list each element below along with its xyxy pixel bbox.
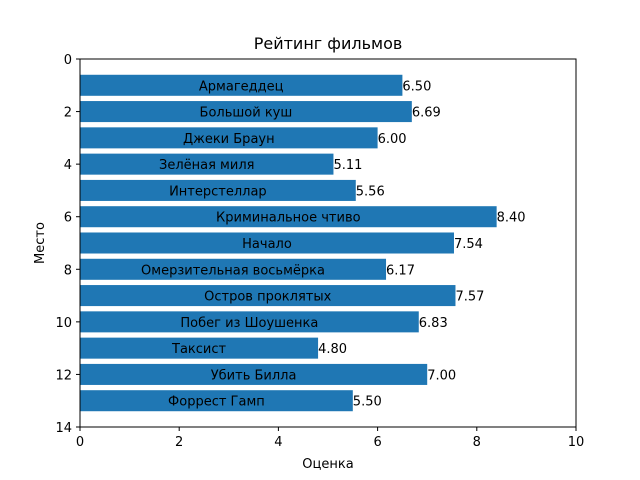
bar-value-label: 7.57 [455, 290, 484, 305]
bar-name-label: Криминальное чтиво [216, 211, 361, 226]
bar [80, 258, 387, 280]
bar [80, 179, 356, 201]
bar-value-label: 5.50 [353, 395, 382, 410]
bar-value-label: 6.17 [386, 263, 415, 278]
y-tick-label: 2 [64, 106, 72, 121]
y-tick-label: 10 [55, 316, 72, 331]
bar-name-label: Армагеддец [199, 79, 284, 94]
bar [80, 74, 403, 96]
chart-title: Рейтинг фильмов [254, 34, 403, 53]
bar-value-label: 6.69 [412, 106, 441, 121]
bar-name-label: Побег из Шоушенка [180, 316, 318, 331]
bar-value-label: 7.54 [454, 237, 483, 252]
bar [80, 153, 334, 175]
bar-value-label: 6.00 [378, 132, 407, 147]
bar-value-label: 6.83 [419, 316, 448, 331]
bar-name-label: Зелёная миля [159, 158, 254, 173]
bar [80, 232, 454, 254]
bar-value-label: 4.80 [318, 342, 347, 357]
bar-value-label: 7.00 [427, 368, 456, 383]
y-tick-label: 12 [55, 368, 72, 383]
bar [80, 363, 428, 385]
bar-value-label: 5.56 [356, 184, 385, 199]
y-tick-label: 14 [55, 421, 72, 436]
bar [80, 206, 497, 228]
bars-group [80, 74, 497, 412]
x-tick-label: 10 [568, 435, 585, 450]
x-tick-label: 0 [76, 435, 84, 450]
y-tick-label: 8 [64, 263, 72, 278]
x-tick-label: 6 [373, 435, 381, 450]
plot-frame [79, 58, 577, 428]
bar-name-label: Джеки Браун [183, 132, 275, 147]
x-tick-label: 8 [473, 435, 481, 450]
y-axis-ticks: 0 2 4 6 8 10 12 14 [55, 53, 80, 436]
bar [80, 311, 419, 333]
x-tick-label: 4 [274, 435, 282, 450]
x-axis-label: Оценка [302, 457, 353, 472]
y-axis-label: Место [33, 222, 48, 264]
bar [80, 285, 456, 307]
bar-name-label: Убить Билла [211, 368, 297, 383]
bar-name-label: Омерзительная восьмёрка [141, 263, 325, 278]
x-tick-label: 2 [175, 435, 183, 450]
bar [80, 127, 378, 149]
bar-name-label: Остров проклятых [204, 290, 331, 305]
bar-value-label: 6.50 [402, 79, 431, 94]
bar-value-label: 5.11 [333, 158, 362, 173]
y-tick-label: 4 [64, 158, 72, 173]
x-axis-ticks: 0 2 4 6 8 10 [76, 427, 584, 450]
bar [80, 390, 353, 412]
bar-name-label: Большой куш [200, 106, 293, 121]
bar-labels-group: Армагеддец Большой куш Джеки Браун Зелёная … [141, 79, 361, 409]
bar-name-label: Интерстеллар [169, 184, 267, 199]
bar-name-label: Таксист [171, 342, 227, 357]
y-tick-label: 0 [64, 53, 72, 68]
value-labels-group: 6.50 6.69 6.00 5.11 5.56 8.40 7.54 6.17 7.57 6.83… [318, 79, 526, 409]
bar [80, 101, 412, 123]
bar-name-label: Начало [242, 237, 292, 252]
y-tick-label: 6 [64, 211, 72, 226]
bar-value-label: 8.40 [497, 211, 526, 226]
bar [80, 337, 319, 359]
bar-name-label: Форрест Гамп [168, 395, 265, 410]
